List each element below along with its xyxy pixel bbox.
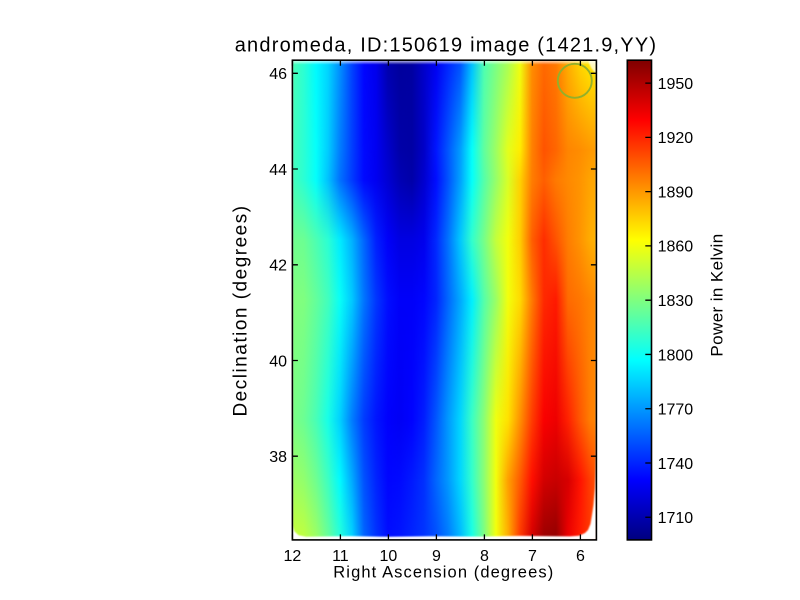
svg-text:6: 6 [576, 548, 585, 565]
svg-text:8: 8 [480, 548, 489, 565]
svg-text:9: 9 [432, 548, 441, 565]
svg-text:1800: 1800 [658, 347, 694, 364]
svg-text:46: 46 [269, 66, 287, 83]
svg-text:1920: 1920 [658, 130, 694, 147]
svg-text:40: 40 [269, 353, 287, 370]
svg-text:7: 7 [528, 548, 537, 565]
svg-text:1950: 1950 [658, 76, 694, 93]
svg-text:Declination (degrees): Declination (degrees) [231, 204, 252, 416]
svg-text:Right Ascension (degrees): Right Ascension (degrees) [333, 564, 554, 582]
svg-text:38: 38 [269, 449, 287, 466]
svg-text:andromeda, ID:150619 image (14: andromeda, ID:150619 image (1421.9,YY) [235, 34, 658, 56]
svg-text:1890: 1890 [658, 184, 694, 201]
svg-text:1740: 1740 [658, 456, 694, 473]
svg-text:1860: 1860 [658, 239, 694, 256]
svg-text:42: 42 [269, 258, 287, 275]
svg-text:1830: 1830 [658, 293, 694, 310]
svg-text:11: 11 [332, 548, 349, 565]
svg-text:10: 10 [380, 548, 398, 565]
svg-text:12: 12 [284, 548, 302, 565]
svg-text:1710: 1710 [658, 510, 694, 527]
svg-text:44: 44 [269, 162, 287, 179]
svg-text:Power in Kelvin: Power in Kelvin [708, 233, 727, 356]
svg-text:1770: 1770 [658, 402, 694, 419]
